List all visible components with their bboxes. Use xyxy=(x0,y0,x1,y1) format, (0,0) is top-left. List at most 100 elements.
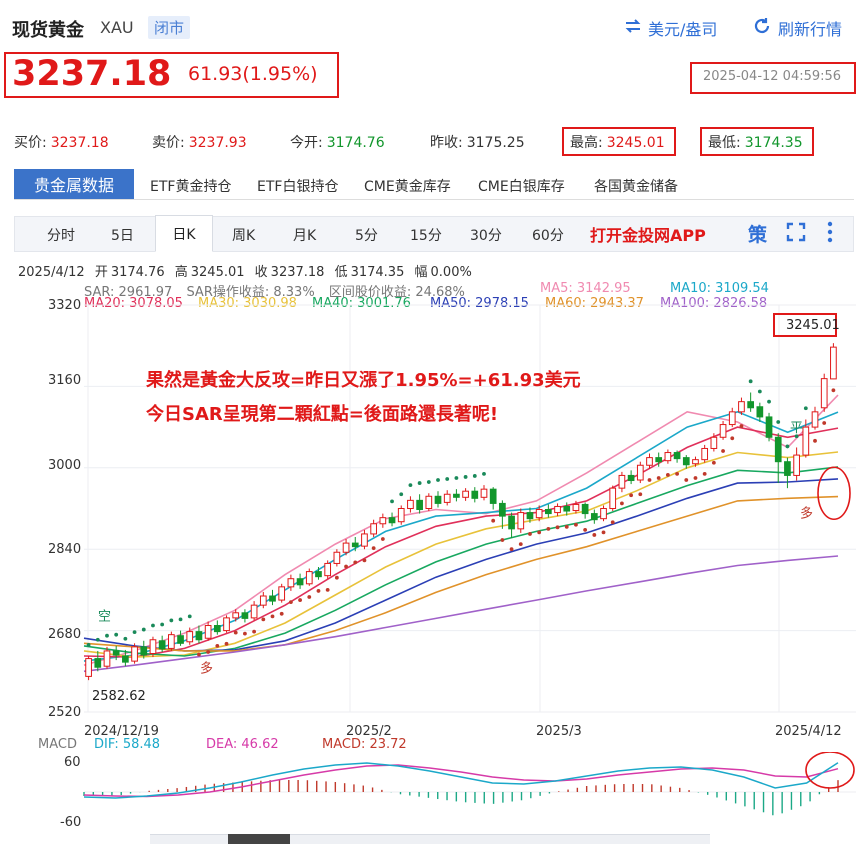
ohlc-info: 2025/4/12 开 3174.76 高 3245.01 收 3237.18 低 31… xyxy=(18,265,472,280)
annotation-line-2: 今日SAR呈現第二顆紅點=後面路還長著呢! xyxy=(146,404,499,425)
candle-body xyxy=(728,411,736,426)
sar-dot xyxy=(353,560,358,565)
candle-body xyxy=(526,512,534,520)
strategy-button[interactable]: 策 xyxy=(748,224,768,246)
candle-body xyxy=(241,612,249,619)
ma60-label: MA60: 2943.37 xyxy=(545,296,644,311)
sar-dot xyxy=(500,538,505,542)
candle-body xyxy=(250,604,258,619)
refresh-button[interactable]: 刷新行情 xyxy=(752,16,842,40)
candle-body xyxy=(443,493,451,503)
candle-body xyxy=(692,459,699,465)
candle-body xyxy=(618,474,626,489)
candle-body xyxy=(131,646,138,662)
refresh-icon xyxy=(752,16,772,40)
candle-body xyxy=(793,454,800,476)
candle-body xyxy=(563,505,571,512)
sar-dot xyxy=(491,518,496,523)
candle-body xyxy=(765,416,773,438)
candle-body xyxy=(269,595,276,602)
min-price-label: 2582.62 xyxy=(92,689,146,704)
candle-body xyxy=(480,488,488,498)
tab-intraday[interactable]: 分时 xyxy=(47,228,75,244)
candle-body xyxy=(646,457,653,466)
tab-divider xyxy=(14,199,854,200)
candle-body xyxy=(719,424,727,438)
tab-precious-metals-data[interactable]: 贵金属数据 xyxy=(14,169,134,199)
candle-body xyxy=(581,503,589,515)
sar-dot xyxy=(169,618,174,623)
tab-cme-gold[interactable]: CME黄金库存 xyxy=(364,179,451,195)
x-tick-label: 2024/12/19 xyxy=(84,724,159,739)
macd-dif-label: DIF: 58.48 xyxy=(94,737,161,752)
ma5-label: MA5: 3142.95 xyxy=(540,281,631,296)
tab-60min[interactable]: 60分 xyxy=(532,228,564,244)
tab-gold-reserves[interactable]: 各国黄金储备 xyxy=(594,179,678,195)
candle-body xyxy=(682,457,690,466)
sar-dot xyxy=(638,492,643,497)
macd-y-tick: 60 xyxy=(64,755,81,770)
sar-dot xyxy=(252,629,257,634)
candle-body xyxy=(407,499,414,510)
sar-dot xyxy=(482,472,486,476)
sar-dot xyxy=(151,623,155,628)
max-price-label: 3245.01 xyxy=(786,318,840,333)
candle-body xyxy=(168,634,175,649)
sar-dot xyxy=(656,476,661,480)
more-options-icon[interactable] xyxy=(826,221,834,247)
tab-weekly-k[interactable]: 周K xyxy=(232,228,256,244)
candle-body xyxy=(287,578,295,588)
candle-body xyxy=(213,625,221,633)
tab-5day[interactable]: 5日 xyxy=(111,228,134,244)
sar-dot xyxy=(334,575,339,580)
currency-unit-link[interactable]: 美元/盎司 xyxy=(624,16,717,40)
sar-dot xyxy=(408,483,413,487)
tab-etf-silver[interactable]: ETF白银持仓 xyxy=(257,179,339,195)
sar-dot xyxy=(114,632,119,637)
candle-body xyxy=(609,487,617,509)
candle-body xyxy=(397,508,405,523)
candle-body xyxy=(351,542,359,548)
tab-30min[interactable]: 30分 xyxy=(470,228,502,244)
sar-dot xyxy=(583,527,588,532)
sar-dot xyxy=(730,436,735,441)
candle-body xyxy=(416,499,423,511)
candle-body xyxy=(122,655,129,663)
candle-body xyxy=(186,631,194,643)
tab-etf-gold[interactable]: ETF黄金持仓 xyxy=(150,179,232,195)
tab-cme-silver[interactable]: CME白银库存 xyxy=(478,179,565,195)
candle-body xyxy=(158,640,166,650)
macd-dif-line xyxy=(83,762,839,799)
candle-body xyxy=(462,490,469,498)
candle-body xyxy=(545,509,552,515)
sar-dot xyxy=(243,631,247,636)
candle-body xyxy=(535,509,543,519)
candle-body xyxy=(305,571,313,585)
sar-long-marker: 多 xyxy=(200,660,213,676)
sar-dot xyxy=(528,532,532,536)
tab-15min[interactable]: 15分 xyxy=(410,228,442,244)
sar-dot xyxy=(362,558,367,563)
ma100-label: MA100: 2826.58 xyxy=(660,296,768,311)
candle-body xyxy=(379,517,387,525)
tab-monthly-k[interactable]: 月K xyxy=(293,228,317,244)
candle-body xyxy=(508,515,515,530)
tab-daily-k[interactable]: 日K xyxy=(155,215,213,252)
sar-dot xyxy=(574,522,578,527)
instrument-code: XAU xyxy=(100,18,134,37)
fullscreen-icon[interactable] xyxy=(786,222,806,246)
sar-dot xyxy=(721,449,725,453)
candle-body xyxy=(554,505,561,514)
navigator-handle[interactable] xyxy=(228,834,290,844)
sar-dot xyxy=(197,652,201,657)
sar-dot xyxy=(813,438,817,443)
tab-5min[interactable]: 5分 xyxy=(355,228,378,244)
ma50-label: MA50: 2978.15 xyxy=(430,296,529,311)
open-app-link[interactable]: 打开金投网APP xyxy=(590,226,706,245)
macd-title: MACD xyxy=(38,737,77,752)
candle-body xyxy=(590,513,598,521)
chart-navigator[interactable] xyxy=(150,834,710,844)
sar-dot xyxy=(803,406,808,411)
candle-body xyxy=(342,542,350,553)
candle-body xyxy=(232,612,240,619)
